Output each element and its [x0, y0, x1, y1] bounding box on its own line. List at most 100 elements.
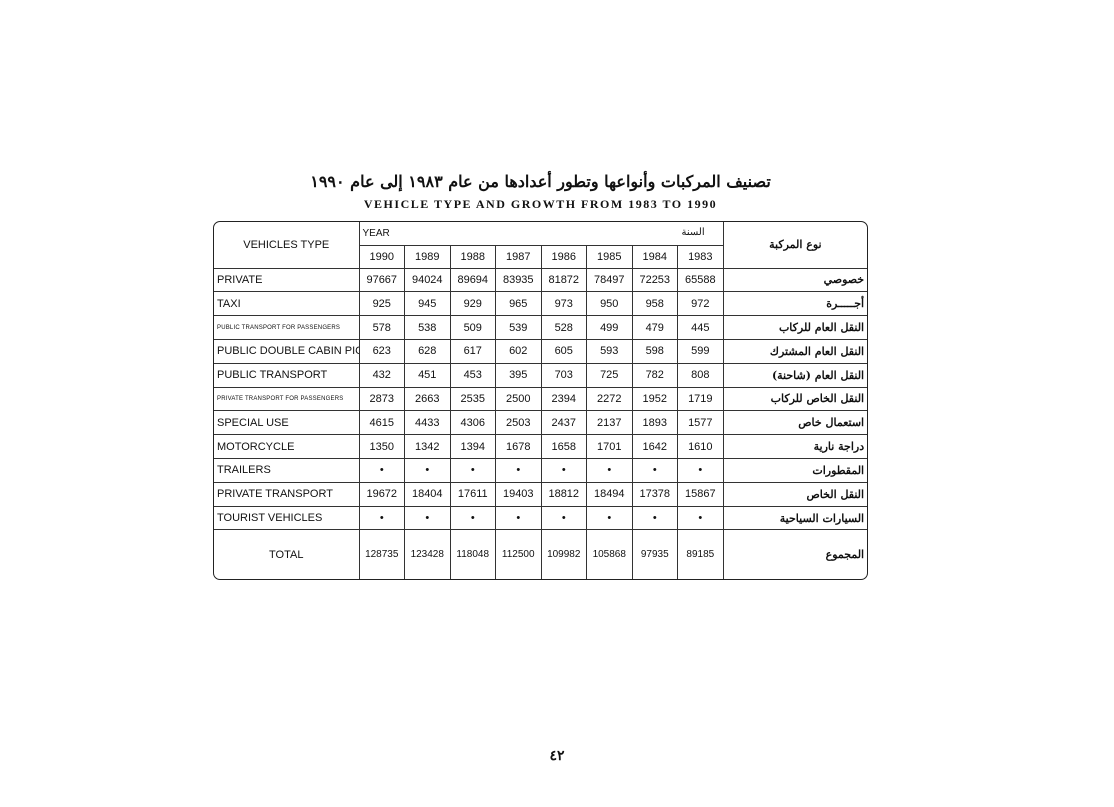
value-cell: 578 [358, 315, 405, 340]
type-header-arabic: نوع المركبة [722, 222, 867, 269]
value-cell: 1893 [631, 410, 678, 436]
year-cell: 1988 [449, 244, 496, 269]
value-cell: 4433 [404, 410, 451, 436]
value-cell: 509 [449, 315, 496, 340]
value-cell: • [586, 505, 633, 531]
value-cell: 15867 [677, 481, 724, 507]
value-cell: 19403 [495, 481, 542, 507]
row-label: PRIVATE [214, 267, 360, 293]
row-label: TRAILERS [214, 458, 360, 483]
year-row: 1990 1989 1988 1987 1986 1985 1984 1983 [214, 244, 867, 269]
value-cell: 2663 [404, 386, 451, 412]
value-cell: • [358, 505, 405, 531]
row-label-arabic: السيارات السياحية [722, 505, 867, 531]
value-cell: 89185 [677, 529, 724, 579]
value-cell: 617 [449, 338, 496, 364]
value-cell: 83935 [495, 267, 542, 293]
year-cell: 1990 [359, 244, 405, 269]
value-cell: 2272 [586, 386, 633, 412]
value-cell: 18494 [586, 481, 633, 507]
row-label: PRIVATE TRANSPORT FOR PASSENGERS [214, 386, 360, 412]
row-label-arabic: النقل الخاص [722, 481, 867, 507]
value-cell: 598 [631, 338, 678, 364]
data-row: PRIVATE TRANSPORT FOR PASSENGERS 2873 2663… [214, 386, 867, 412]
value-cell: 1952 [631, 386, 678, 412]
value-cell: 593 [586, 338, 633, 364]
row-label-arabic: أجـــــرة [722, 291, 867, 317]
value-cell: • [677, 505, 724, 531]
value-cell: 479 [631, 315, 678, 340]
value-cell: 499 [586, 315, 633, 340]
value-cell: 432 [358, 362, 405, 388]
value-cell: 2503 [495, 410, 542, 436]
value-cell: 599 [677, 338, 724, 364]
row-label: TAXI [214, 291, 360, 317]
value-cell: 925 [358, 291, 405, 317]
value-cell: 453 [449, 362, 496, 388]
total-row: TOTAL 128735 123428 118048 112500 109982 10586… [214, 529, 867, 579]
page-number: ٤٢ [549, 748, 565, 764]
value-cell: 128735 [358, 529, 405, 579]
value-cell: • [404, 458, 451, 483]
value-cell: 451 [404, 362, 451, 388]
data-row: TAXI 925 945 929 965 973 950 958 972 أجـــــرة [214, 291, 867, 317]
year-header-arabic: السنة [681, 227, 705, 239]
value-cell: 4615 [358, 410, 405, 436]
value-cell: • [586, 458, 633, 483]
data-row: PUBLIC TRANSPORT FOR PASSENGERS 578 538 509… [214, 315, 867, 340]
value-cell: 623 [358, 338, 405, 364]
year-header-cell: YEAR السنة [358, 222, 724, 246]
value-cell: 4306 [449, 410, 496, 436]
value-cell: 1719 [677, 386, 724, 412]
value-cell: 65588 [677, 267, 724, 293]
value-cell: 602 [495, 338, 542, 364]
year-cell: 1987 [495, 244, 542, 269]
value-cell: 72253 [631, 267, 678, 293]
value-cell: • [631, 505, 678, 531]
data-row: TOURIST VEHICLES • • • • • • • • السيارات السياحي… [214, 505, 867, 531]
value-cell: 18812 [540, 481, 587, 507]
value-cell: • [631, 458, 678, 483]
row-label-arabic: المقطورات [722, 458, 867, 483]
data-row: MOTORCYCLE 1350 1342 1394 1678 1658 1701 1642 16… [214, 434, 867, 459]
data-row: PUBLIC DOUBLE CABIN PICKUP62362861760260… [214, 338, 867, 364]
row-label-arabic: النقل الخاص للركاب [722, 386, 867, 412]
value-cell: 97667 [358, 267, 405, 293]
row-label: TOTAL [214, 529, 360, 579]
value-cell: 528 [540, 315, 587, 340]
value-cell: 17378 [631, 481, 678, 507]
year-cell: 1986 [540, 244, 587, 269]
row-label: PRIVATE TRANSPORT [214, 481, 360, 507]
title-english: VEHICLE TYPE AND GROWTH FROM 1983 TO 199… [363, 197, 718, 211]
value-cell: 105868 [586, 529, 633, 579]
value-cell: 1610 [677, 434, 724, 459]
value-cell: 950 [586, 291, 633, 317]
value-cell: 929 [449, 291, 496, 317]
data-row: PRIVATE 97667 94024 89694 83935 81872 78497 722… [214, 267, 867, 293]
value-cell: 1701 [586, 434, 633, 459]
value-cell: 1658 [540, 434, 587, 459]
value-cell: • [495, 505, 542, 531]
value-cell: 2137 [586, 410, 633, 436]
value-cell: 118048 [449, 529, 496, 579]
value-cell: 19672 [358, 481, 405, 507]
table-body: VEHICLES TYPE YEAR السنة نوع المركبة 1990 198… [214, 222, 867, 579]
type-header: VEHICLES TYPE [214, 222, 360, 269]
value-cell: 78497 [586, 267, 633, 293]
year-cell: 1984 [631, 244, 678, 269]
row-label: TOURIST VEHICLES [214, 505, 360, 531]
data-row: PUBLIC TRANSPORT 432 451 453 395 703 725 782 808… [214, 362, 867, 388]
value-cell: 89694 [449, 267, 496, 293]
row-label: MOTORCYCLE [214, 434, 360, 459]
year-cell: 1985 [586, 244, 633, 269]
value-cell: • [495, 458, 542, 483]
value-cell: 445 [677, 315, 724, 340]
value-cell: 539 [495, 315, 542, 340]
value-cell: 973 [540, 291, 587, 317]
value-cell: 109982 [540, 529, 587, 579]
value-cell: 782 [631, 362, 678, 388]
table-frame: VEHICLES TYPE YEAR السنة نوع المركبة 1990 198… [213, 221, 868, 580]
data-row: PRIVATE TRANSPORT 19672 18404 17611 19403 188… [214, 481, 867, 507]
